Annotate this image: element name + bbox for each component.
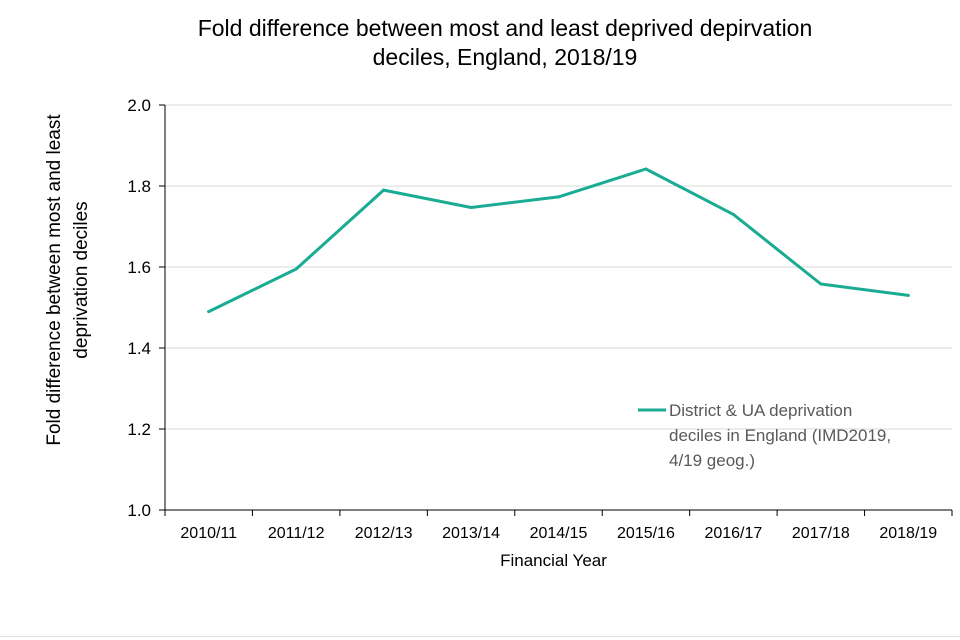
bottom-divider [0, 636, 960, 637]
x-axis-title: Financial Year [500, 551, 607, 570]
legend-label-line: District & UA deprivation [669, 401, 852, 420]
data-point [207, 310, 211, 314]
y-tick-label: 2.0 [127, 96, 151, 115]
legend: District & UA deprivation deciles in Engl… [638, 401, 891, 470]
y-axis-title-line-2: deprivation deciles [71, 201, 92, 358]
data-point [906, 293, 910, 297]
y-tick-label: 1.0 [127, 501, 151, 520]
series-line [207, 167, 910, 314]
x-tick-label: 2010/11 [180, 525, 237, 542]
x-tick-label: 2012/13 [355, 525, 413, 542]
x-tick-label: 2013/14 [442, 525, 500, 542]
gridlines [165, 104, 952, 430]
y-tick-label: 1.8 [127, 177, 151, 196]
data-point [469, 205, 473, 209]
y-tick-label: 1.2 [127, 420, 151, 439]
y-tick-label: 1.6 [127, 258, 151, 277]
x-tick-label: 2017/18 [792, 525, 850, 542]
series-layer [207, 167, 910, 314]
axis-labels: 1.0 1.2 1.4 1.6 1.8 2.0 2010/11 2011/12 2012/13 2… [44, 96, 937, 570]
y-tick-label: 1.4 [127, 339, 151, 358]
x-tick-label: 2014/15 [530, 525, 588, 542]
x-tick-label: 2011/12 [268, 525, 325, 542]
data-point [294, 267, 298, 271]
chart-title-line-2: deciles, England, 2018/19 [372, 44, 638, 70]
data-point [382, 188, 386, 192]
y-axis-title-line-1: Fold difference between most and least [44, 114, 65, 446]
x-tick-label: 2018/19 [879, 525, 937, 542]
legend-label-line: 4/19 geog.) [669, 451, 755, 470]
data-point [644, 167, 648, 171]
x-tick-label: 2016/17 [704, 525, 762, 542]
legend-label-line: deciles in England (IMD2019, [669, 426, 891, 445]
data-point [557, 195, 560, 199]
chart-title: Fold difference between most and least d… [0, 14, 960, 72]
axes [159, 104, 953, 516]
data-point [819, 282, 823, 286]
chart-title-line-1: Fold difference between most and least d… [197, 15, 813, 41]
x-tick-label: 2015/16 [617, 525, 675, 542]
data-point [731, 212, 735, 216]
y-axis-title: Fold difference between most and least de… [44, 114, 92, 446]
